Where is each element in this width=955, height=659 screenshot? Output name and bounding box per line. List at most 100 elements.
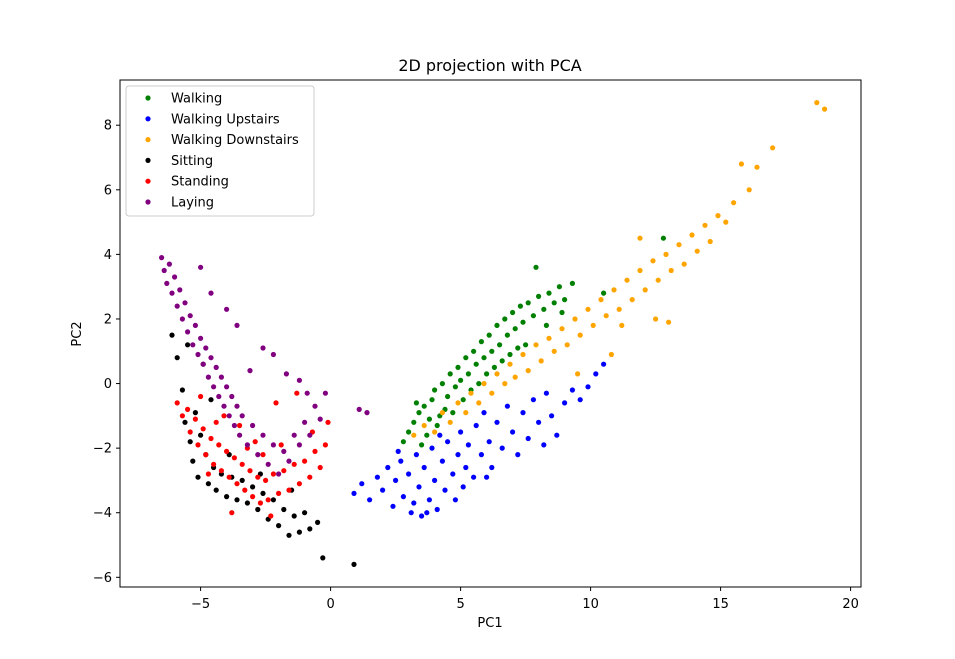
data-point	[185, 342, 191, 348]
data-point	[406, 429, 412, 435]
x-tick-label: 10	[582, 597, 599, 612]
data-point	[463, 464, 469, 471]
data-point	[637, 267, 643, 274]
data-point	[554, 432, 560, 438]
data-point	[208, 397, 214, 403]
data-point	[317, 416, 323, 422]
data-point	[533, 264, 539, 270]
data-point	[296, 442, 302, 448]
series-standing	[174, 390, 331, 519]
data-point	[499, 445, 505, 451]
data-point	[185, 329, 191, 335]
data-point	[491, 364, 497, 370]
data-point	[478, 452, 484, 458]
data-point	[458, 377, 464, 383]
data-point	[367, 497, 373, 503]
data-point	[489, 464, 495, 471]
data-point	[255, 506, 261, 513]
data-point	[429, 397, 435, 403]
data-point	[291, 432, 297, 438]
x-tick-label: 5	[456, 597, 464, 612]
data-point	[374, 474, 380, 480]
data-point	[471, 348, 477, 354]
data-point	[536, 293, 542, 299]
data-point	[237, 422, 243, 429]
data-point	[302, 419, 308, 425]
data-point	[200, 361, 206, 367]
data-point	[426, 416, 432, 422]
data-point	[234, 497, 240, 503]
data-point	[504, 403, 510, 409]
data-point	[559, 309, 565, 316]
data-point	[224, 384, 230, 390]
data-point	[283, 371, 289, 377]
data-point	[218, 374, 224, 380]
data-point	[286, 458, 292, 464]
data-point	[590, 322, 596, 328]
data-point	[577, 397, 583, 403]
data-point	[211, 384, 217, 390]
data-point	[307, 474, 313, 480]
data-point	[473, 361, 479, 367]
data-point	[406, 471, 412, 477]
data-point	[351, 490, 357, 496]
legend: Walking Walking Upstairs Walking Downstair…	[125, 85, 315, 217]
data-point	[239, 413, 245, 419]
data-point	[187, 313, 193, 319]
data-point	[400, 439, 406, 445]
data-point	[569, 280, 576, 286]
series-walking-downstairs	[411, 100, 828, 438]
data-point	[478, 339, 484, 345]
data-point	[624, 277, 630, 283]
data-point	[325, 419, 331, 425]
data-point	[257, 500, 263, 506]
data-point	[203, 452, 209, 458]
data-point	[502, 316, 508, 322]
data-point	[159, 255, 165, 261]
data-point	[822, 106, 828, 112]
data-point	[198, 264, 204, 270]
data-point	[187, 429, 193, 435]
data-point	[413, 400, 419, 406]
legend-items: Walking Walking Upstairs Walking Downstair…	[145, 92, 299, 211]
data-point	[213, 419, 219, 425]
data-point	[312, 403, 318, 409]
data-point	[481, 410, 487, 416]
data-point	[746, 187, 752, 193]
data-point	[585, 384, 591, 390]
data-point	[455, 364, 461, 370]
data-point	[520, 410, 526, 416]
data-point	[489, 348, 495, 354]
data-point	[296, 377, 302, 383]
data-point	[476, 400, 482, 406]
data-point	[439, 381, 445, 387]
data-point	[569, 387, 576, 393]
data-point	[198, 393, 204, 400]
data-point	[424, 432, 430, 438]
data-point	[400, 494, 406, 500]
data-point	[179, 413, 185, 419]
data-point	[637, 235, 643, 241]
data-point	[450, 471, 456, 477]
data-point	[421, 403, 427, 409]
data-point	[192, 322, 198, 328]
data-point	[276, 490, 282, 496]
data-point	[195, 351, 201, 358]
data-point	[174, 303, 180, 309]
data-point	[185, 406, 191, 412]
data-point	[530, 313, 537, 319]
data-point	[525, 435, 531, 442]
data-point	[218, 468, 224, 474]
data-point	[499, 358, 505, 364]
data-point	[276, 523, 282, 529]
data-point	[598, 297, 604, 303]
data-point	[270, 351, 276, 358]
data-point	[312, 448, 318, 454]
data-point	[447, 371, 453, 377]
data-point	[385, 464, 391, 471]
data-point	[494, 371, 500, 377]
data-point	[226, 413, 232, 419]
data-point	[169, 332, 175, 338]
data-point	[515, 452, 521, 458]
